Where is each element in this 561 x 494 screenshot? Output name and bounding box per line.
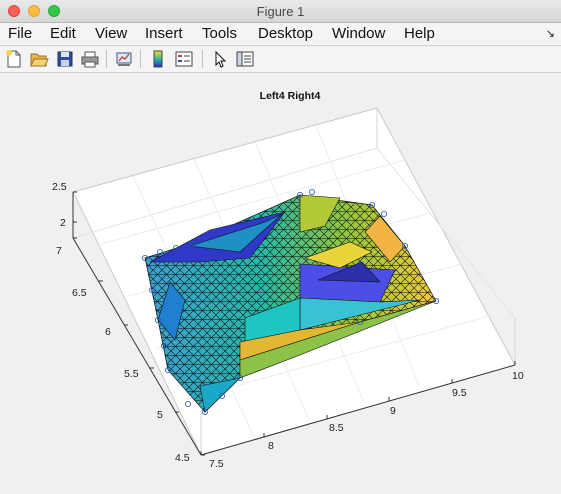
surface-facet — [239, 300, 437, 379]
z-axis-ticks — [73, 191, 77, 223]
toolbar-separator — [140, 50, 141, 68]
axis-lines — [72, 192, 516, 456]
surface-facet — [364, 215, 406, 263]
y-tick-label: 4.5 — [175, 452, 190, 464]
menu-window[interactable]: Window — [332, 25, 386, 42]
x-tick-label: 9 — [390, 405, 396, 417]
x-axis-ticks — [200, 361, 516, 455]
menu-bar: File Edit View Insert Tools Desktop Wind… — [0, 23, 561, 46]
toolbar-separator — [106, 50, 107, 68]
insert-legend-icon[interactable] — [174, 49, 194, 69]
y-tick-labels: 4.5 5 5.5 6 6.5 7 — [56, 245, 190, 464]
menu-help[interactable]: Help — [404, 25, 435, 42]
y-tick-label: 6 — [105, 326, 111, 338]
minimize-window-button[interactable] — [28, 5, 40, 17]
close-window-button[interactable] — [8, 5, 20, 17]
menu-insert[interactable]: Insert — [145, 25, 183, 42]
z-tick-labels: 2 2.5 — [52, 181, 67, 229]
menu-file[interactable]: File — [8, 25, 33, 42]
boundary-markers — [141, 188, 439, 415]
new-figure-icon[interactable] — [4, 49, 24, 69]
surface-facet — [304, 241, 373, 269]
x-tick-label: 7.5 — [209, 458, 224, 470]
y-tick-label: 7 — [56, 245, 62, 257]
menu-tools[interactable]: Tools — [202, 25, 238, 42]
plot-title: Left4 Right4 — [260, 90, 321, 102]
figure-toolbar — [0, 46, 561, 73]
y-tick-label: 5.5 — [124, 368, 139, 380]
toolbar-separator — [202, 50, 203, 68]
z-tick-label: 2 — [60, 217, 66, 229]
y-axis-ticks — [73, 237, 205, 456]
open-file-icon[interactable] — [29, 49, 49, 69]
menu-view[interactable]: View — [95, 25, 128, 42]
dock-figure-icon[interactable]: ↘ — [545, 28, 555, 40]
menu-edit[interactable]: Edit — [50, 25, 76, 42]
x-tick-label: 8 — [268, 440, 274, 452]
y-tick-label: 5 — [157, 409, 163, 421]
surface-facet — [317, 261, 381, 283]
x-tick-label: 10 — [512, 370, 524, 382]
window-title: Figure 1 — [256, 4, 305, 19]
figure-canvas[interactable]: Left4 Right4 — [0, 73, 561, 494]
x-tick-label: 9.5 — [452, 387, 467, 399]
insert-colorbar-icon[interactable] — [148, 49, 168, 69]
print-icon[interactable] — [80, 49, 100, 69]
y-tick-label: 6.5 — [72, 287, 87, 299]
save-icon[interactable] — [55, 49, 75, 69]
z-tick-label: 2.5 — [52, 181, 67, 193]
surface-facet — [157, 281, 186, 341]
surface-facet — [299, 194, 341, 233]
property-inspector-icon[interactable] — [235, 49, 255, 69]
link-plot-icon[interactable] — [114, 49, 134, 69]
x-tick-labels: 7.5 8 8.5 9 9.5 10 — [209, 370, 524, 470]
surface-facet — [189, 213, 283, 253]
title-bar: Figure 1 — [0, 0, 561, 23]
zoom-window-button[interactable] — [48, 5, 60, 17]
surface-facet — [199, 377, 241, 413]
surface-plot — [144, 194, 437, 413]
x-tick-label: 8.5 — [329, 422, 344, 434]
menu-desktop[interactable]: Desktop — [258, 25, 314, 42]
select-arrow-icon[interactable] — [210, 49, 230, 69]
